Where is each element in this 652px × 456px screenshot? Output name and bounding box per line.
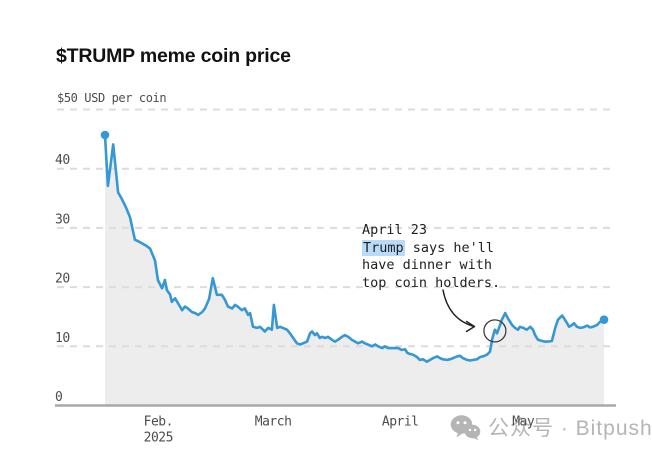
y-tick-label-20: 20 — [55, 272, 70, 287]
annotation-circle — [483, 319, 507, 343]
wechat-icon — [450, 414, 481, 440]
annotation-highlight: Trump — [362, 239, 405, 256]
y-tick-label-40: 40 — [55, 153, 70, 168]
annotation-line2: have dinner with — [362, 257, 493, 273]
annotation-line3: top coin holders. — [362, 274, 501, 291]
start-dot — [100, 130, 110, 140]
page-title: $TRUMP meme coin price — [56, 45, 291, 67]
annotation: April 23 Trump says he'll have dinner wi… — [362, 222, 500, 292]
x-tick-label-Feb: Feb. — [144, 415, 173, 430]
watermark: 公众号 · Bitpush — [450, 412, 652, 442]
annotation-arrow — [442, 289, 475, 328]
annotation-line1-rest: says he'll — [404, 239, 495, 256]
x-tick-label-May: May — [512, 415, 535, 430]
x-tick-sublabel: 2025 — [144, 431, 173, 446]
watermark-text: 公众号 · Bitpush — [488, 417, 652, 440]
end-dot — [599, 315, 609, 325]
y-tick-label-0: 0 — [55, 390, 62, 405]
x-tick-label-March: March — [255, 415, 292, 430]
price-line — [103, 133, 606, 363]
x-tick-label-April: April — [382, 415, 419, 430]
y-tick-label-30: 30 — [55, 212, 70, 227]
annotation-arrowhead — [465, 320, 476, 333]
y-tick-label-10: 10 — [55, 331, 70, 346]
y-axis-unit-label: $50 USD per coin — [57, 91, 167, 105]
area-fill — [105, 135, 604, 406]
annotation-date: April 23 — [362, 222, 428, 238]
